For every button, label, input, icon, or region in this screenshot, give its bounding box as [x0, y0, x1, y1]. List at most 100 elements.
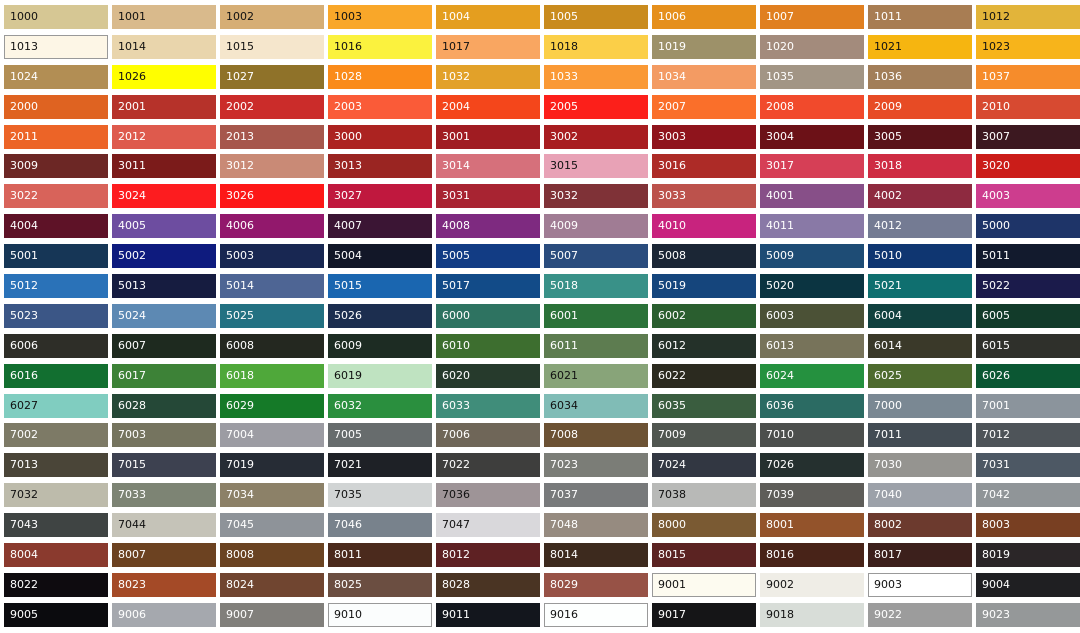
color-swatch-5025[interactable]: 5025: [220, 303, 324, 328]
color-swatch-9022[interactable]: 9022: [868, 602, 972, 627]
color-swatch-7048[interactable]: 7048: [544, 513, 648, 538]
color-swatch-1035[interactable]: 1035: [760, 64, 864, 89]
color-swatch-3017[interactable]: 3017: [760, 154, 864, 179]
color-swatch-1006[interactable]: 1006: [652, 5, 756, 29]
color-swatch-5001[interactable]: 5001: [4, 244, 108, 269]
color-swatch-7033[interactable]: 7033: [112, 483, 216, 508]
color-swatch-3031[interactable]: 3031: [436, 184, 540, 209]
color-swatch-2009[interactable]: 2009: [868, 94, 972, 119]
color-swatch-7036[interactable]: 7036: [436, 483, 540, 508]
color-swatch-1000[interactable]: 1000: [4, 5, 108, 29]
color-swatch-1026[interactable]: 1026: [112, 64, 216, 89]
color-swatch-4002[interactable]: 4002: [868, 184, 972, 209]
color-swatch-5009[interactable]: 5009: [760, 244, 864, 269]
color-swatch-5011[interactable]: 5011: [976, 244, 1080, 269]
color-swatch-2012[interactable]: 2012: [112, 124, 216, 149]
color-swatch-8022[interactable]: 8022: [4, 572, 108, 597]
color-swatch-3020[interactable]: 3020: [976, 154, 1080, 179]
color-swatch-1032[interactable]: 1032: [436, 64, 540, 89]
color-swatch-6016[interactable]: 6016: [4, 363, 108, 388]
color-swatch-6015[interactable]: 6015: [976, 333, 1080, 358]
color-swatch-4008[interactable]: 4008: [436, 214, 540, 239]
color-swatch-3011[interactable]: 3011: [112, 154, 216, 179]
color-swatch-9001[interactable]: 9001: [652, 572, 756, 597]
color-swatch-6002[interactable]: 6002: [652, 303, 756, 328]
color-swatch-1011[interactable]: 1011: [868, 5, 972, 29]
color-swatch-9023[interactable]: 9023: [976, 602, 1080, 627]
color-swatch-1021[interactable]: 1021: [868, 34, 972, 59]
color-swatch-7024[interactable]: 7024: [652, 453, 756, 478]
color-swatch-7040[interactable]: 7040: [868, 483, 972, 508]
color-swatch-5019[interactable]: 5019: [652, 274, 756, 299]
color-swatch-4001[interactable]: 4001: [760, 184, 864, 209]
color-swatch-6033[interactable]: 6033: [436, 393, 540, 418]
color-swatch-9016[interactable]: 9016: [544, 602, 648, 627]
color-swatch-1004[interactable]: 1004: [436, 5, 540, 29]
color-swatch-7035[interactable]: 7035: [328, 483, 432, 508]
color-swatch-5004[interactable]: 5004: [328, 244, 432, 269]
color-swatch-7038[interactable]: 7038: [652, 483, 756, 508]
color-swatch-4003[interactable]: 4003: [976, 184, 1080, 209]
color-swatch-1019[interactable]: 1019: [652, 34, 756, 59]
color-swatch-8012[interactable]: 8012: [436, 543, 540, 568]
color-swatch-8004[interactable]: 8004: [4, 543, 108, 568]
color-swatch-5003[interactable]: 5003: [220, 244, 324, 269]
color-swatch-6025[interactable]: 6025: [868, 363, 972, 388]
color-swatch-7023[interactable]: 7023: [544, 453, 648, 478]
color-swatch-1016[interactable]: 1016: [328, 34, 432, 59]
color-swatch-3016[interactable]: 3016: [652, 154, 756, 179]
color-swatch-4006[interactable]: 4006: [220, 214, 324, 239]
color-swatch-6035[interactable]: 6035: [652, 393, 756, 418]
color-swatch-6011[interactable]: 6011: [544, 333, 648, 358]
color-swatch-4009[interactable]: 4009: [544, 214, 648, 239]
color-swatch-6010[interactable]: 6010: [436, 333, 540, 358]
color-swatch-1036[interactable]: 1036: [868, 64, 972, 89]
color-swatch-6017[interactable]: 6017: [112, 363, 216, 388]
color-swatch-8011[interactable]: 8011: [328, 543, 432, 568]
color-swatch-5012[interactable]: 5012: [4, 274, 108, 299]
color-swatch-2008[interactable]: 2008: [760, 94, 864, 119]
color-swatch-1033[interactable]: 1033: [544, 64, 648, 89]
color-swatch-6036[interactable]: 6036: [760, 393, 864, 418]
color-swatch-1014[interactable]: 1014: [112, 34, 216, 59]
color-swatch-3015[interactable]: 3015: [544, 154, 648, 179]
color-swatch-6006[interactable]: 6006: [4, 333, 108, 358]
color-swatch-2011[interactable]: 2011: [4, 124, 108, 149]
color-swatch-3003[interactable]: 3003: [652, 124, 756, 149]
color-swatch-1027[interactable]: 1027: [220, 64, 324, 89]
color-swatch-2010[interactable]: 2010: [976, 94, 1080, 119]
color-swatch-1012[interactable]: 1012: [976, 5, 1080, 29]
color-swatch-6021[interactable]: 6021: [544, 363, 648, 388]
color-swatch-1034[interactable]: 1034: [652, 64, 756, 89]
color-swatch-3024[interactable]: 3024: [112, 184, 216, 209]
color-swatch-7043[interactable]: 7043: [4, 513, 108, 538]
color-swatch-4011[interactable]: 4011: [760, 214, 864, 239]
color-swatch-6007[interactable]: 6007: [112, 333, 216, 358]
color-swatch-5010[interactable]: 5010: [868, 244, 972, 269]
color-swatch-6034[interactable]: 6034: [544, 393, 648, 418]
color-swatch-7044[interactable]: 7044: [112, 513, 216, 538]
color-swatch-6000[interactable]: 6000: [436, 303, 540, 328]
color-swatch-7009[interactable]: 7009: [652, 423, 756, 448]
color-swatch-6004[interactable]: 6004: [868, 303, 972, 328]
color-swatch-1023[interactable]: 1023: [976, 34, 1080, 59]
color-swatch-2004[interactable]: 2004: [436, 94, 540, 119]
color-swatch-9006[interactable]: 9006: [112, 602, 216, 627]
color-swatch-7003[interactable]: 7003: [112, 423, 216, 448]
color-swatch-9007[interactable]: 9007: [220, 602, 324, 627]
color-swatch-2003[interactable]: 2003: [328, 94, 432, 119]
color-swatch-5024[interactable]: 5024: [112, 303, 216, 328]
color-swatch-8019[interactable]: 8019: [976, 543, 1080, 568]
color-swatch-3033[interactable]: 3033: [652, 184, 756, 209]
color-swatch-9005[interactable]: 9005: [4, 602, 108, 627]
color-swatch-9002[interactable]: 9002: [760, 572, 864, 597]
color-swatch-6032[interactable]: 6032: [328, 393, 432, 418]
color-swatch-8028[interactable]: 8028: [436, 572, 540, 597]
color-swatch-5002[interactable]: 5002: [112, 244, 216, 269]
color-swatch-8001[interactable]: 8001: [760, 513, 864, 538]
color-swatch-3004[interactable]: 3004: [760, 124, 864, 149]
color-swatch-6008[interactable]: 6008: [220, 333, 324, 358]
color-swatch-7046[interactable]: 7046: [328, 513, 432, 538]
color-swatch-8023[interactable]: 8023: [112, 572, 216, 597]
color-swatch-7008[interactable]: 7008: [544, 423, 648, 448]
